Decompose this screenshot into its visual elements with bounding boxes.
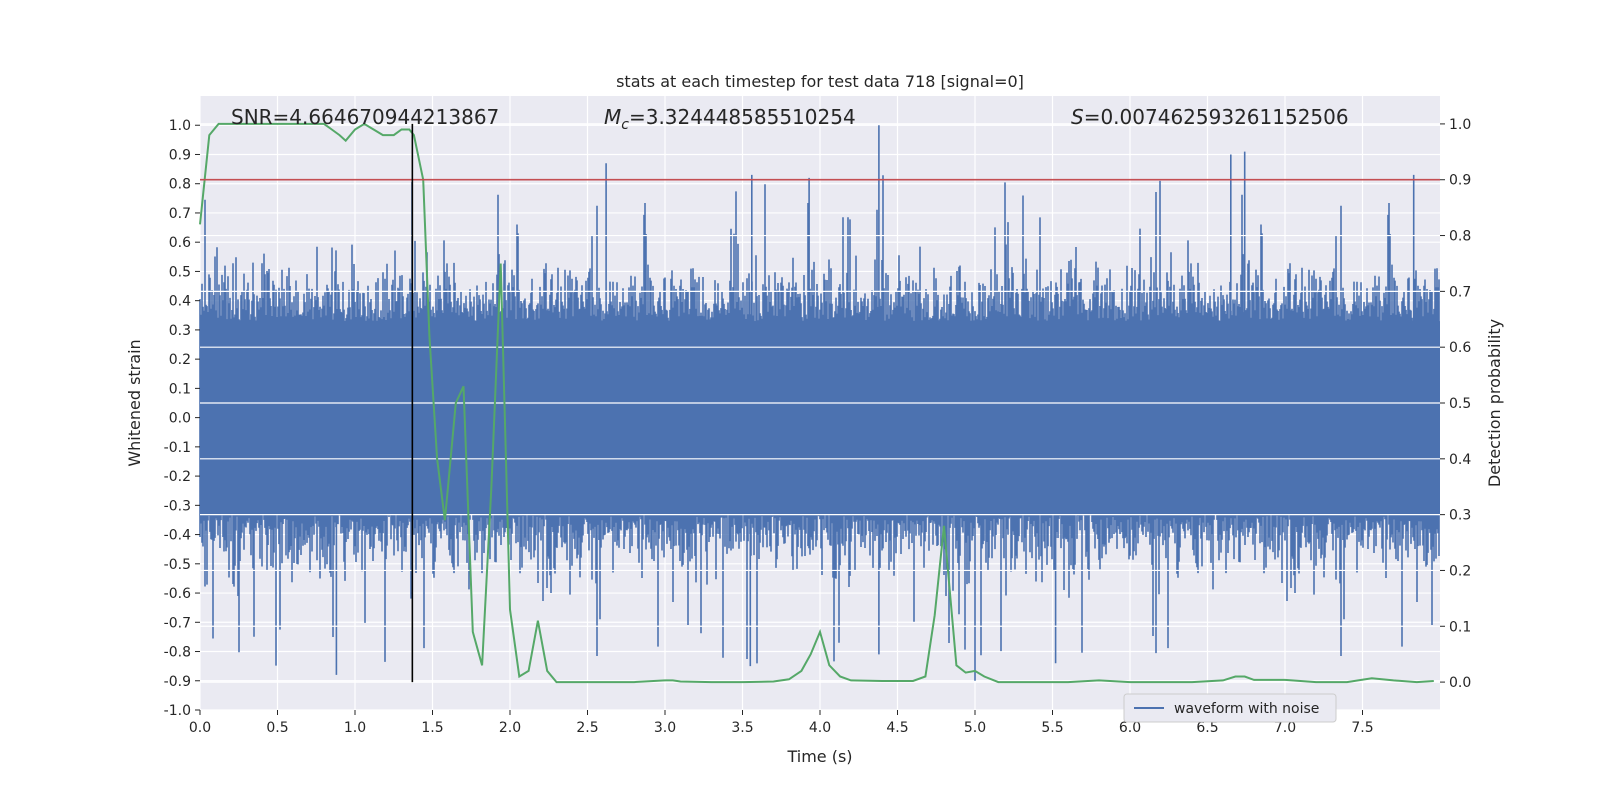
x-tick-label: 7.0 (1274, 720, 1296, 736)
x-tick-label: 7.5 (1351, 720, 1373, 736)
x-tick-label: 0.5 (266, 720, 288, 736)
s-value: =0.007462593261152506 (1084, 105, 1349, 129)
snr-annotation: SNR=4.664670944213867 (231, 105, 499, 129)
chart-title: stats at each timestep for test data 718… (616, 72, 1024, 91)
waveform-core-band (200, 321, 1440, 515)
right-y-axis-label: Detection probability (1485, 319, 1504, 487)
y-tick-label: 0.9 (169, 147, 191, 163)
x-tick-label: 5.5 (1041, 720, 1063, 736)
x-tick-label: 0.0 (189, 720, 211, 736)
x-tick-label: 6.0 (1119, 720, 1141, 736)
x-tick-label: 3.5 (731, 720, 753, 736)
y-tick-label: -0.9 (164, 674, 191, 690)
right-y-tick-label: 0.3 (1449, 508, 1471, 524)
y-tick-label: 0.2 (169, 352, 191, 368)
legend: waveform with noise (1123, 693, 1337, 723)
y-tick-label: -1.0 (164, 703, 191, 719)
right-y-tick-label: 0.8 (1449, 229, 1471, 245)
right-y-tick-label: 0.1 (1449, 619, 1471, 635)
chirp-mass-value: =3.324448585510254 (629, 105, 856, 129)
y-tick-label: -0.1 (164, 440, 191, 456)
right-y-tick-label: 1.0 (1449, 117, 1471, 133)
y-tick-label: 0.1 (169, 381, 191, 397)
x-tick-label: 2.5 (576, 720, 598, 736)
right-y-tick-label: 0.0 (1449, 675, 1471, 691)
y-tick-label: 0.8 (169, 177, 191, 193)
x-tick-label: 4.5 (886, 720, 908, 736)
chirp-mass-symbol: M (604, 105, 621, 129)
right-y-tick-label: 0.6 (1449, 340, 1471, 356)
x-tick-label: 1.5 (421, 720, 443, 736)
y-tick-label: 0.6 (169, 235, 191, 251)
x-tick-label: 2.0 (499, 720, 521, 736)
y-axis-label: Whitened strain (125, 339, 144, 466)
legend-box (1123, 693, 1337, 723)
y-tick-label: 0.7 (169, 206, 191, 222)
right-y-tick-label: 0.7 (1449, 284, 1471, 300)
y-tick-label: -0.7 (164, 615, 191, 631)
y-tick-label: -0.4 (164, 528, 191, 544)
right-y-tick-label: 0.2 (1449, 563, 1471, 579)
y-tick-label: 0.3 (169, 323, 191, 339)
y-tick-label: -0.3 (164, 498, 191, 514)
x-axis-ticks: 0.0 0.5 1.0 1.5 2.0 2.5 3.0 3.5 4.0 4.5 5.0 5.5 6.0 6… (189, 710, 1374, 736)
y-tick-label: -0.5 (164, 557, 191, 573)
x-tick-label: 5.0 (964, 720, 986, 736)
s-symbol: S (1071, 105, 1084, 129)
probability-series (199, 122, 1434, 684)
s-annotation: S=0.007462593261152506 (1071, 105, 1349, 129)
chirp-mass-subscript: c (621, 117, 629, 133)
right-y-axis-ticks: 0.0 0.1 0.2 0.3 0.4 0.5 0.6 0.7 0.8 0.9 1.0 (1440, 117, 1471, 691)
right-y-tick-label: 0.5 (1449, 396, 1471, 412)
y-tick-label: -0.6 (164, 586, 191, 602)
y-tick-label: -0.2 (164, 469, 191, 485)
waveform-series (199, 123, 1440, 683)
y-tick-label: 1.0 (169, 118, 191, 134)
y-axis-ticks: -1.0 -0.9 -0.8 -0.7 -0.6 -0.5 -0.4 -0.3 -0.2 -0.1… (164, 118, 200, 719)
x-axis-label: Time (s) (786, 747, 852, 766)
right-y-tick-label: 0.9 (1449, 173, 1471, 189)
y-tick-label: 0.5 (169, 264, 191, 280)
x-tick-label: 4.0 (809, 720, 831, 736)
probability-line (199, 122, 1434, 684)
x-tick-label: 1.0 (344, 720, 366, 736)
x-tick-label: 6.5 (1196, 720, 1218, 736)
right-y-tick-label: 0.4 (1449, 452, 1471, 468)
chirp-mass-annotation: Mc=3.324448585510254 (604, 105, 856, 133)
y-tick-label: -0.8 (164, 645, 191, 661)
y-tick-label: 0.0 (169, 411, 191, 427)
y-tick-label: 0.4 (169, 294, 191, 310)
legend-label-waveform: waveform with noise (1174, 701, 1319, 717)
x-tick-label: 3.0 (654, 720, 676, 736)
